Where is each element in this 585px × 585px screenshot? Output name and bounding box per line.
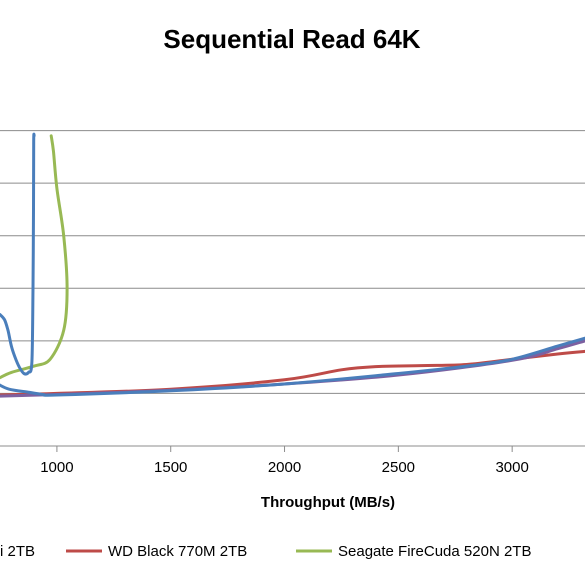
series-line-4 <box>0 132 36 376</box>
series-line-1 <box>0 349 585 397</box>
series-line-2 <box>0 134 69 380</box>
series-lines <box>0 132 585 398</box>
x-tick-label-3: 2500 <box>382 459 415 476</box>
legend-label-0: i 2TB <box>0 543 35 560</box>
x-tick-label-2: 2000 <box>268 459 301 476</box>
legend-label-2: Seagate FireCuda 520N 2TB <box>338 543 531 560</box>
legend-label-1: WD Black 770M 2TB <box>108 543 247 560</box>
chart-title: Sequential Read 64K <box>163 24 420 54</box>
legend: i 2TB WD Black 770M 2TB Seagate FireCuda 5… <box>0 543 531 560</box>
x-tick-label-0: 1000 <box>40 459 73 476</box>
x-tick-label-4: 3000 <box>495 459 528 476</box>
series-line-0 <box>0 336 585 397</box>
x-tick-label-1: 1500 <box>154 459 187 476</box>
series-line-3 <box>0 339 585 398</box>
x-axis-label: Throughput (MB/s) <box>261 494 395 511</box>
x-axis-ticks: 1000 1500 2000 2500 3000 <box>40 446 529 476</box>
gridlines <box>0 130 585 447</box>
